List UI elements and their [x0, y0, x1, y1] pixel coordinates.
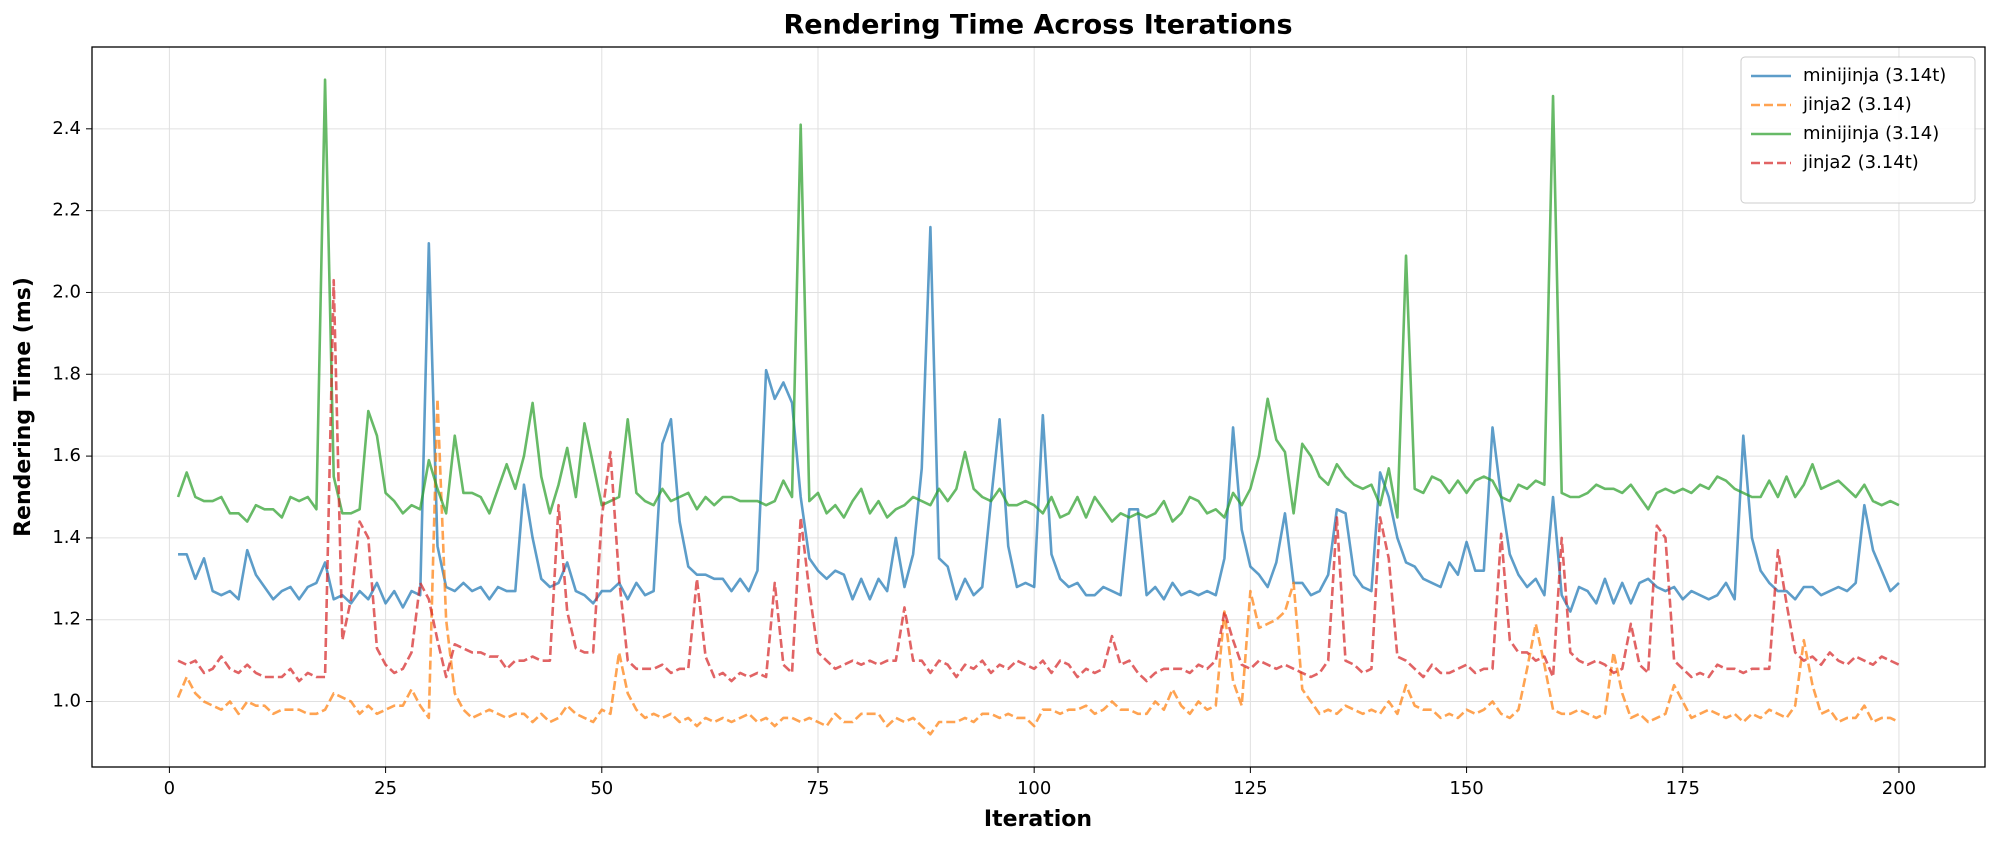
y-tick-label: 1.4	[52, 527, 81, 548]
y-tick-label: 1.6	[52, 445, 81, 466]
plot-frame	[91, 46, 1986, 768]
x-tick-label: 100	[1017, 778, 1051, 799]
y-tick-label: 1.2	[52, 609, 81, 630]
x-tick-label: 25	[374, 778, 397, 799]
data-line	[177, 278, 1900, 683]
chart-title: Rendering Time Across Iterations	[783, 10, 1292, 41]
x-tick-label: 150	[1449, 778, 1483, 799]
y-tick-label: 2.0	[52, 281, 81, 302]
x-tick-label: 75	[807, 778, 830, 799]
x-tick-label: 175	[1666, 778, 1700, 799]
legend-label: jinja2 (3.14t)	[1802, 152, 1919, 173]
legend-box	[1740, 56, 1976, 204]
data-line	[178, 225, 1900, 613]
data-line	[176, 78, 1900, 523]
legend-label: minijinja (3.14)	[1803, 123, 1939, 144]
legend-label: jinja2 (3.14)	[1802, 94, 1912, 115]
data-line	[176, 397, 1900, 736]
legend: minijinja (3.14t) jinja2 (3.14) minijinja …	[1740, 56, 1976, 204]
x-axis-label: Iteration	[984, 807, 1092, 832]
x-tick-label: 125	[1233, 778, 1267, 799]
x-tick-label: 0	[164, 778, 175, 799]
y-tick-label: 1.8	[52, 363, 81, 384]
y-axis-label: Rendering Time (ms)	[11, 277, 36, 537]
x-tick-label: 50	[590, 778, 613, 799]
y-tick-label: 2.2	[52, 200, 81, 221]
x-tick-label: 200	[1882, 778, 1916, 799]
y-tick-label: 2.4	[52, 118, 81, 139]
legend-label: minijinja (3.14t)	[1803, 65, 1946, 86]
y-tick-label: 1.0	[52, 691, 81, 712]
